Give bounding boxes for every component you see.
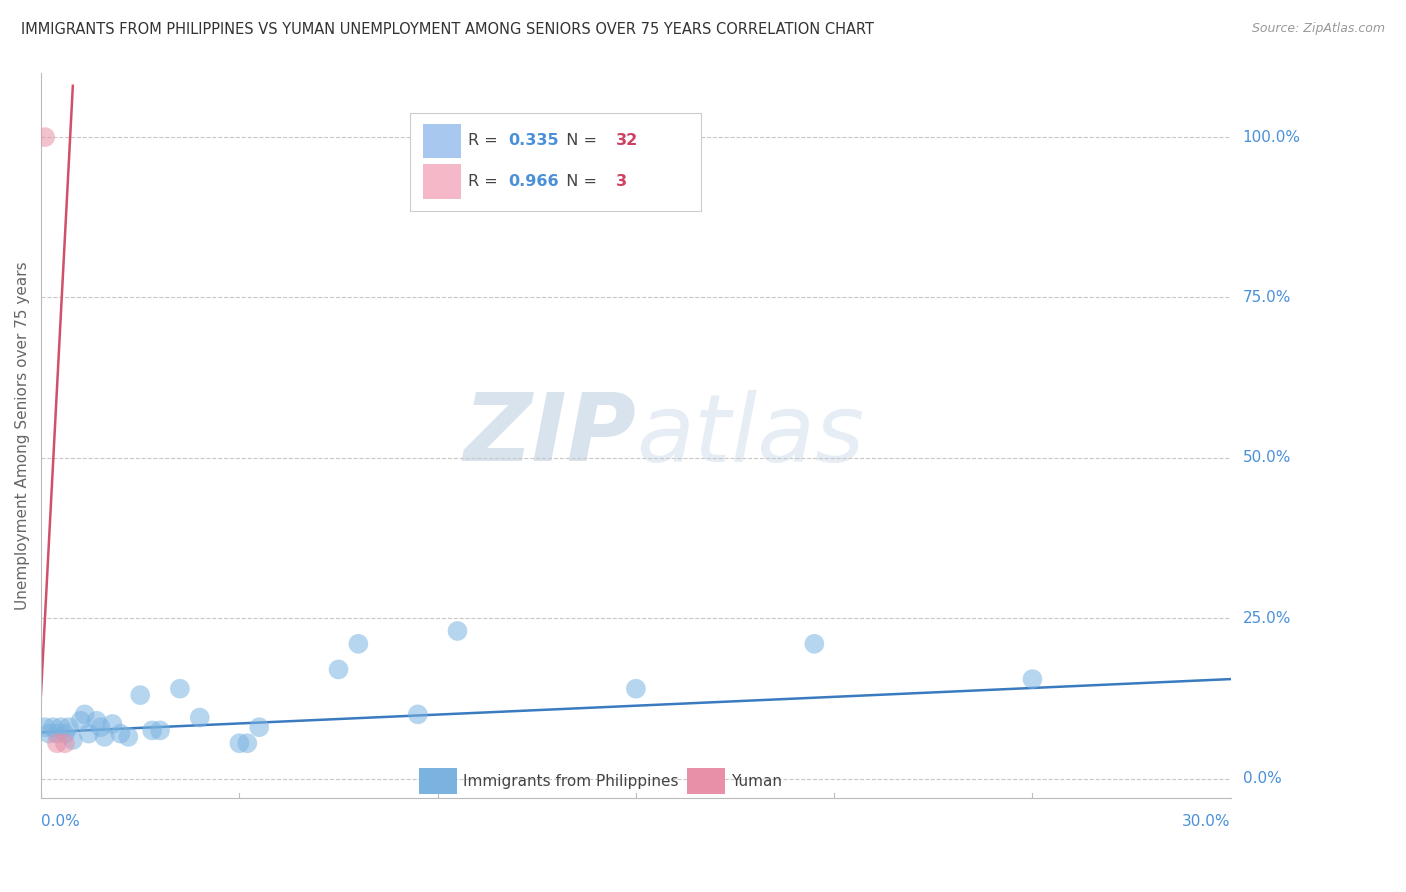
Point [347,637,370,651]
Point [38,726,60,740]
Text: R =: R = [468,174,503,189]
FancyBboxPatch shape [688,768,725,794]
Text: Immigrants from Philippines: Immigrants from Philippines [464,773,679,789]
Text: 3: 3 [616,174,627,189]
Text: 30.0%: 30.0% [1182,814,1230,829]
Point [46,736,69,750]
Text: 32: 32 [616,134,638,148]
Point [69,714,91,728]
Point [236,736,259,750]
Point [624,681,647,696]
Point [1021,672,1043,686]
Text: IMMIGRANTS FROM PHILIPPINES VS YUMAN UNEMPLOYMENT AMONG SENIORS OVER 75 YEARS CO: IMMIGRANTS FROM PHILIPPINES VS YUMAN UNE… [21,22,875,37]
Point [110,726,132,740]
Point [90,720,112,734]
Point [188,710,211,724]
FancyBboxPatch shape [423,164,461,199]
Point [141,723,163,738]
Point [446,624,468,638]
Text: 0.0%: 0.0% [1243,771,1281,786]
Text: 0.0%: 0.0% [41,814,80,829]
Text: atlas: atlas [636,390,865,481]
Text: R =: R = [468,134,503,148]
Point [53,736,76,750]
Point [73,707,96,722]
Point [328,663,350,677]
Point [228,736,250,750]
Text: 0.335: 0.335 [509,134,560,148]
Point [53,726,76,740]
Point [86,714,108,728]
Y-axis label: Unemployment Among Seniors over 75 years: Unemployment Among Seniors over 75 years [15,261,30,609]
Point [169,681,191,696]
Point [93,730,115,744]
Text: 100.0%: 100.0% [1243,129,1301,145]
Point [49,720,72,734]
Point [58,720,80,734]
Point [77,726,100,740]
Point [62,733,84,747]
Point [117,730,139,744]
Point [247,720,270,734]
Text: Yuman: Yuman [731,773,782,789]
FancyBboxPatch shape [419,768,457,794]
Point [149,723,172,738]
Point [803,637,825,651]
Point [42,720,65,734]
Point [46,726,69,740]
Text: N =: N = [557,134,602,148]
Point [406,707,429,722]
Text: ZIP: ZIP [463,390,636,482]
Text: Source: ZipAtlas.com: Source: ZipAtlas.com [1251,22,1385,36]
Text: 0.966: 0.966 [509,174,560,189]
Text: 50.0%: 50.0% [1243,450,1291,466]
Text: N =: N = [557,174,602,189]
Point [101,717,124,731]
FancyBboxPatch shape [411,113,702,211]
Text: 25.0%: 25.0% [1243,611,1291,625]
Point [34,130,56,145]
FancyBboxPatch shape [423,123,461,158]
Point [34,720,56,734]
Text: 75.0%: 75.0% [1243,290,1291,305]
Point [129,688,152,702]
